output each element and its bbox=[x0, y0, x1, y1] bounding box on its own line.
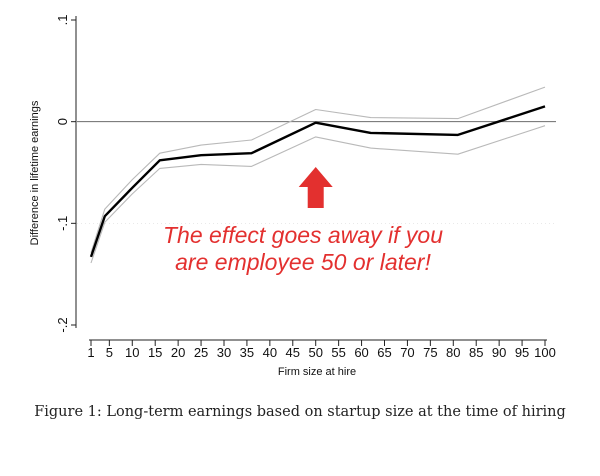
x-tick-label: 55 bbox=[331, 345, 345, 360]
axes: .1 0 -.1 -.2 1 5 10 15 20 25 30 35 40 45 50 55 60 65 70 75 8… bbox=[55, 15, 556, 360]
y-tick-label: 0 bbox=[55, 118, 70, 125]
x-axis-title: Firm size at hire bbox=[278, 366, 356, 378]
series-line-estimate bbox=[89, 105, 546, 258]
y-tick-label: .1 bbox=[55, 15, 70, 26]
annotation-arrow bbox=[298, 167, 333, 208]
x-tick-label: 40 bbox=[263, 345, 277, 360]
x-tick-label: 15 bbox=[148, 345, 162, 360]
x-tick-label: 30 bbox=[217, 345, 231, 360]
x-tick-label: 50 bbox=[308, 345, 322, 360]
x-tick-label: 75 bbox=[423, 345, 437, 360]
y-tick-label: -.1 bbox=[55, 216, 70, 231]
x-tick-label: 20 bbox=[171, 345, 185, 360]
figure-caption: Figure 1: Long-term earnings based on st… bbox=[34, 404, 566, 420]
x-tick-label: 80 bbox=[446, 345, 460, 360]
series-line-upper-ci bbox=[90, 86, 546, 253]
x-tick-label: 25 bbox=[194, 345, 208, 360]
x-tick-label: 85 bbox=[469, 345, 483, 360]
x-tick-label: 10 bbox=[125, 345, 139, 360]
x-tick-label: 95 bbox=[515, 345, 529, 360]
annotation-line-1: The effect goes away if you bbox=[163, 222, 443, 248]
series-layer bbox=[89, 86, 546, 264]
x-tick-label: 1 bbox=[87, 345, 94, 360]
x-tick-label: 35 bbox=[240, 345, 254, 360]
y-tick-label: -.2 bbox=[55, 317, 70, 332]
y-axis-title: Difference in lifetime earnings bbox=[29, 100, 41, 245]
annotation: The effect goes away if you are employee… bbox=[163, 167, 443, 275]
x-tick-label: 5 bbox=[106, 345, 113, 360]
x-tick-label: 70 bbox=[400, 345, 414, 360]
annotation-line-2: are employee 50 or later! bbox=[175, 249, 431, 275]
x-tick-label: 45 bbox=[286, 345, 300, 360]
series-line-lower-ci bbox=[90, 125, 546, 264]
x-tick-label: 100 bbox=[534, 345, 556, 360]
x-tick-label: 65 bbox=[377, 345, 391, 360]
x-tick-label: 90 bbox=[492, 345, 506, 360]
x-tick-label: 60 bbox=[354, 345, 368, 360]
chart: .1 0 -.1 -.2 1 5 10 15 20 25 30 35 40 45 50 55 60 65 70 75 8… bbox=[29, 15, 556, 378]
